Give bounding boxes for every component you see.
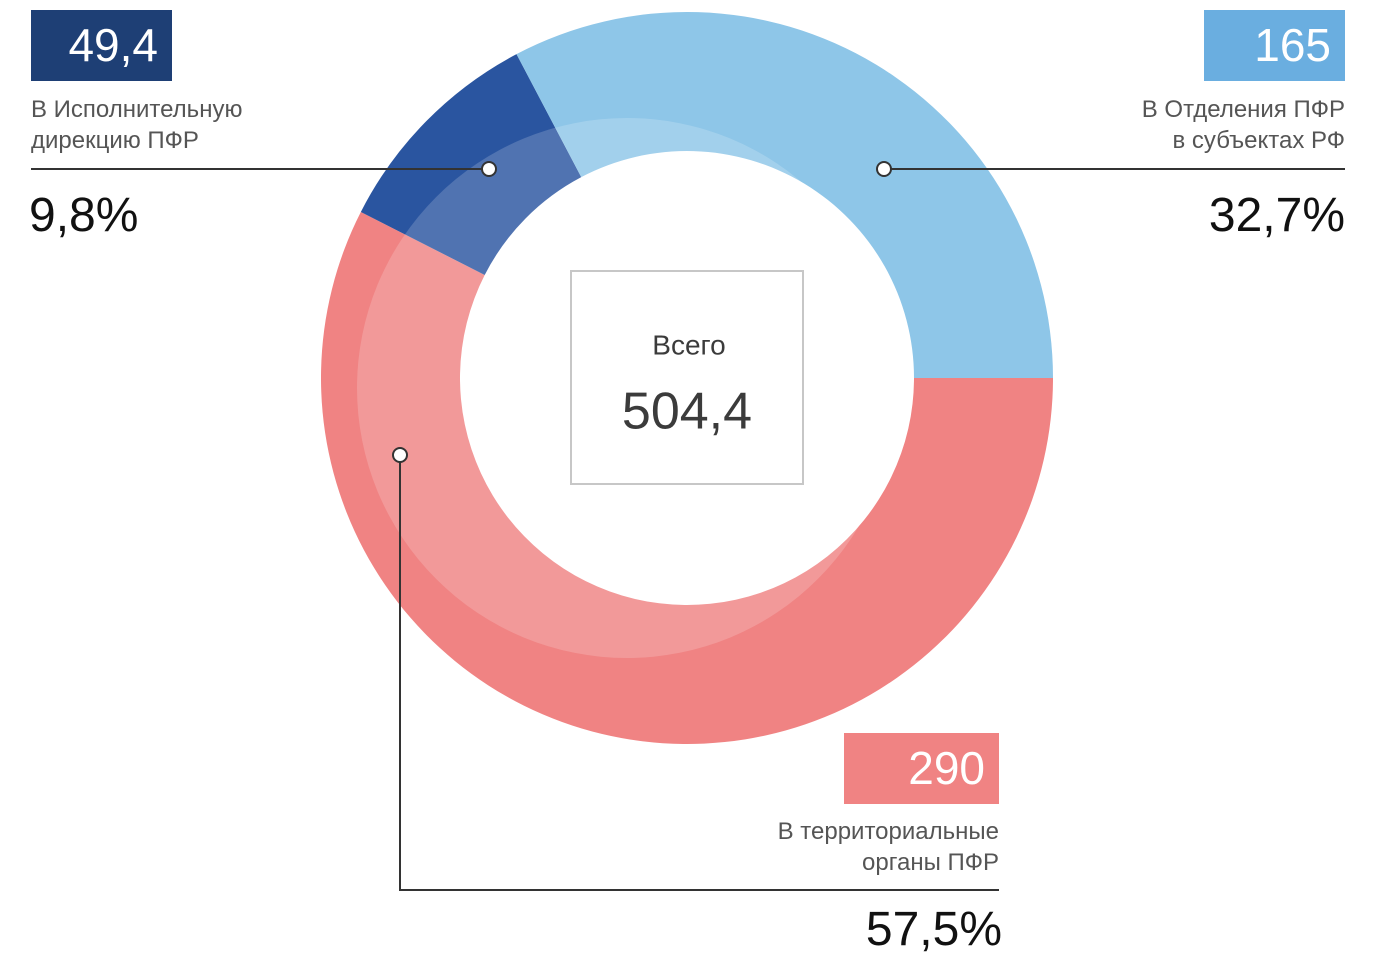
value-box: 290 (844, 733, 999, 804)
category-label: В Отделения ПФР в субъектах РФ (1141, 96, 1345, 154)
value-box: 165 (1204, 10, 1345, 81)
leader-line (399, 455, 999, 891)
percent-label: 57,5% (865, 903, 1002, 956)
total: 504,4 (622, 383, 752, 441)
donut-slice (360, 54, 582, 276)
leader-dot (392, 447, 408, 463)
value-box: 49,4 (31, 10, 172, 81)
percent-label: 32,7% (1208, 189, 1345, 242)
center-box (570, 270, 804, 485)
leader-dot (876, 161, 892, 177)
category-label: В Исполнительную дирекцию ПФР (31, 96, 243, 154)
donut-slice (321, 211, 1053, 744)
category-label: В территориальные органы ПФР (777, 818, 999, 876)
leader-dot (481, 161, 497, 177)
percent-label: 9,8% (29, 189, 139, 242)
center-label: Всего (652, 329, 725, 360)
donut-slice (516, 11, 1053, 378)
